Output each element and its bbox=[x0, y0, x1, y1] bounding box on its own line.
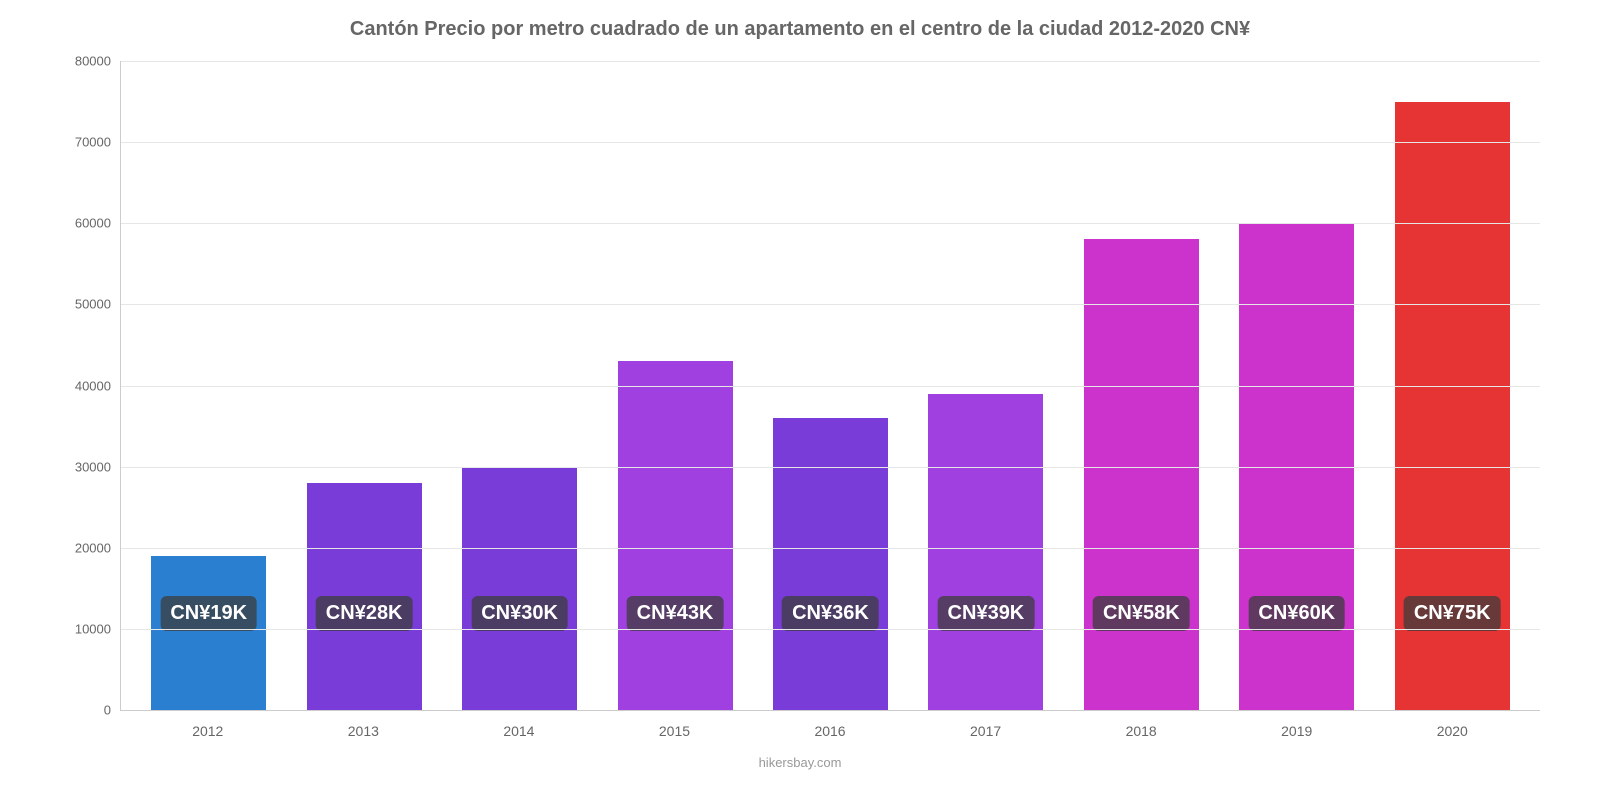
x-axis-labels: 201220132014201520162017201820192020 bbox=[120, 723, 1540, 739]
y-tick-label: 80000 bbox=[51, 54, 111, 69]
bar bbox=[618, 361, 733, 710]
chart-container: CN¥19K CN¥28K CN¥30K CN¥43K CN¥36K CN¥39K CN¥5… bbox=[40, 51, 1560, 751]
value-badge: CN¥43K bbox=[627, 596, 724, 631]
gridline bbox=[121, 61, 1540, 62]
x-tick-label: 2014 bbox=[441, 723, 597, 739]
gridline bbox=[121, 548, 1540, 549]
x-tick-label: 2015 bbox=[597, 723, 753, 739]
plot-area: CN¥19K CN¥28K CN¥30K CN¥43K CN¥36K CN¥39K CN¥5… bbox=[120, 61, 1540, 711]
y-tick-label: 50000 bbox=[51, 297, 111, 312]
y-tick-label: 20000 bbox=[51, 540, 111, 555]
value-badge: CN¥75K bbox=[1404, 596, 1501, 631]
bar bbox=[773, 418, 888, 710]
value-badge: CN¥28K bbox=[316, 596, 413, 631]
value-badge: CN¥30K bbox=[471, 596, 568, 631]
value-badge: CN¥36K bbox=[782, 596, 879, 631]
y-tick-label: 60000 bbox=[51, 216, 111, 231]
gridline bbox=[121, 467, 1540, 468]
bar bbox=[462, 467, 577, 710]
x-tick-label: 2012 bbox=[130, 723, 286, 739]
y-tick-label: 0 bbox=[51, 703, 111, 718]
gridline bbox=[121, 304, 1540, 305]
gridline bbox=[121, 386, 1540, 387]
y-tick-label: 10000 bbox=[51, 621, 111, 636]
bar bbox=[1084, 239, 1199, 710]
value-badge: CN¥60K bbox=[1248, 596, 1345, 631]
x-tick-label: 2018 bbox=[1063, 723, 1219, 739]
chart-title: Cantón Precio por metro cuadrado de un a… bbox=[350, 18, 1250, 41]
y-tick-label: 70000 bbox=[51, 135, 111, 150]
y-tick-label: 40000 bbox=[51, 378, 111, 393]
value-badge: CN¥19K bbox=[160, 596, 257, 631]
bar bbox=[928, 394, 1043, 710]
x-tick-label: 2016 bbox=[752, 723, 908, 739]
gridline bbox=[121, 223, 1540, 224]
value-badge: CN¥58K bbox=[1093, 596, 1190, 631]
x-tick-label: 2020 bbox=[1375, 723, 1531, 739]
gridline bbox=[121, 142, 1540, 143]
x-tick-label: 2013 bbox=[286, 723, 442, 739]
x-tick-label: 2019 bbox=[1219, 723, 1375, 739]
y-tick-label: 30000 bbox=[51, 459, 111, 474]
x-tick-label: 2017 bbox=[908, 723, 1064, 739]
source-caption: hikersbay.com bbox=[759, 755, 842, 770]
value-badge: CN¥39K bbox=[938, 596, 1035, 631]
bar bbox=[151, 556, 266, 710]
gridline bbox=[121, 629, 1540, 630]
